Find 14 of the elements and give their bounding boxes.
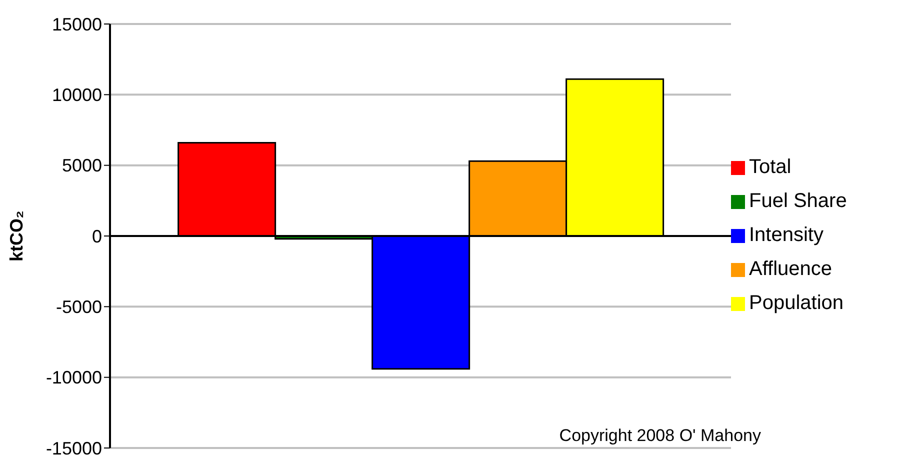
legend-label: Intensity [749, 224, 824, 246]
y-tick-label: -5000 [56, 297, 102, 318]
legend-label: Population [749, 292, 844, 314]
y-tick-label: 15000 [52, 14, 102, 34]
y-axis-title: ktCO₂ [6, 210, 26, 262]
y-tick-label: -15000 [46, 438, 102, 458]
y-tick-label: 0 [92, 226, 102, 246]
y-tick-label: 10000 [52, 85, 102, 106]
legend-label: Total [749, 156, 792, 178]
annotation: Copyright 2008 O' Mahony [559, 426, 761, 446]
y-tick-label: 5000 [62, 156, 102, 176]
y-tick-label: -10000 [46, 368, 102, 388]
legend-label: Affluence [749, 258, 832, 280]
legend-label: Fuel Share [749, 190, 847, 212]
